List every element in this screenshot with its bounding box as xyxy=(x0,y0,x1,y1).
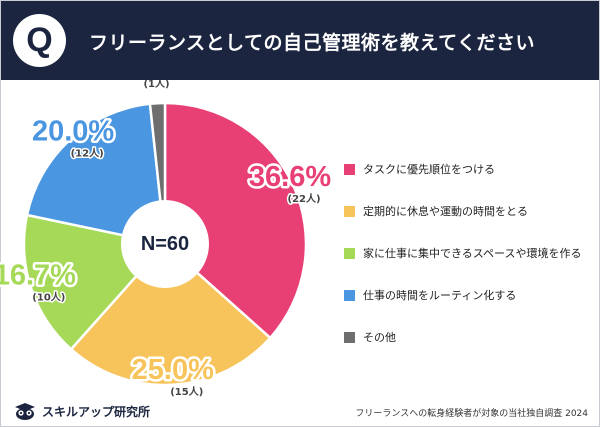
slice-count-label: (12人) xyxy=(71,146,104,159)
legend-item: 家に仕事に集中できるスペースや環境を作る xyxy=(344,232,594,274)
question-title: フリーランスとしての自己管理術を教えてください xyxy=(89,32,536,54)
legend-label: 定期的に休息や運動の時間をとる xyxy=(363,205,528,218)
slice-count-label: (1人) xyxy=(143,80,169,90)
center-label: N=60 xyxy=(141,233,189,255)
pie-slice xyxy=(25,102,167,246)
brand-name: スキルアップ研究所 xyxy=(42,404,151,419)
legend-swatch xyxy=(344,247,355,259)
slice-percent-label: 25.0% xyxy=(132,354,214,386)
chart-slices xyxy=(22,101,308,387)
pie-slice xyxy=(163,101,308,340)
legend-swatch xyxy=(344,289,355,301)
slice-percent-label: 16.7% xyxy=(0,260,76,292)
donut-hole xyxy=(121,200,209,288)
owl-logo-icon xyxy=(15,403,35,420)
legend-item: 仕事の時間をルーティン化する xyxy=(344,274,594,316)
slice-count-label: (10人) xyxy=(32,291,65,304)
slice-count-label: (22人) xyxy=(288,192,321,205)
legend-label: その他 xyxy=(363,331,396,344)
legend-item: タスクに優先順位をつける xyxy=(344,148,594,190)
legend-label: 家に仕事に集中できるスペースや環境を作る xyxy=(363,247,582,260)
legend-item: その他 xyxy=(344,316,594,358)
slice-percent-label: 20.0% xyxy=(32,115,114,147)
legend-label: タスクに優先順位をつける xyxy=(363,163,495,176)
pie-slice xyxy=(69,242,272,387)
slice-percent-label: 36.6% xyxy=(249,161,331,193)
slice-count-label: (15人) xyxy=(170,385,203,398)
question-mark: Q xyxy=(26,21,53,59)
legend-item: 定期的に休息や運動の時間をとる xyxy=(344,190,594,232)
question-badge: Q xyxy=(13,14,66,67)
legend-label: 仕事の時間をルーティン化する xyxy=(363,289,517,302)
survey-source: フリーランスへの転身経験者が対象の当社独自調査 2024 xyxy=(355,409,588,419)
legend-swatch xyxy=(344,163,355,175)
chart-legend: タスクに優先順位をつける 定期的に休息や運動の時間をとる 家に仕事に集中できるス… xyxy=(344,148,594,358)
legend-swatch xyxy=(344,331,355,343)
header-bar: Q フリーランスとしての自己管理術を教えてください xyxy=(1,1,599,80)
chart-data-labels: 36.6%(22人) 25.0%(15人) 16.7%(10人) 20.0%(12人)… xyxy=(0,80,334,399)
brand-logo: スキルアップ研究所 xyxy=(12,402,150,420)
donut-chart: N=60 36.6%(22人) 25.0%(15人) 16.7%(10人) 20.0%… xyxy=(0,80,334,399)
legend-swatch xyxy=(344,205,355,217)
